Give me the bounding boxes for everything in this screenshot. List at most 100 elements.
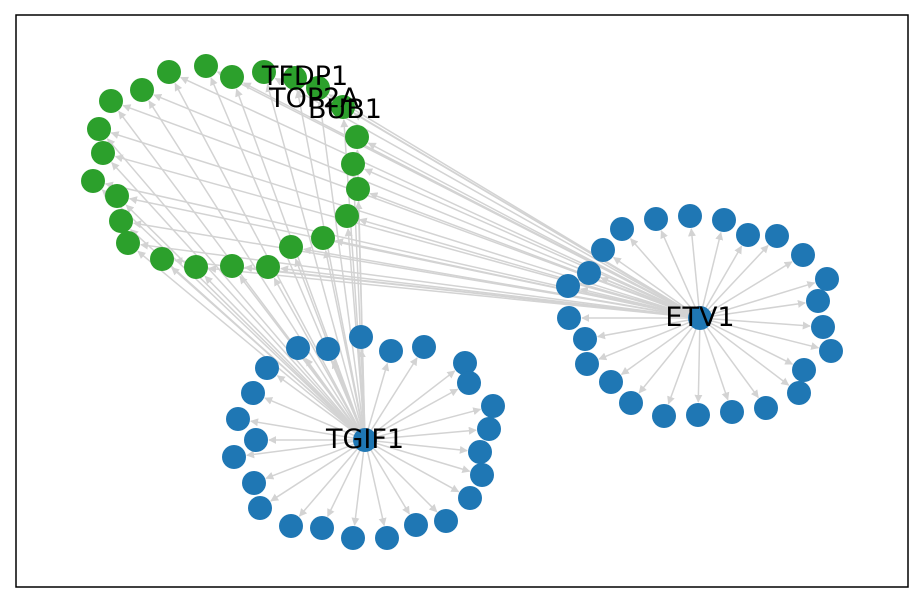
tgif1-target-node[interactable] (375, 526, 399, 550)
etv1-target-node[interactable] (591, 238, 615, 262)
shared-target-node[interactable] (99, 89, 123, 113)
tgif1-target-node[interactable] (379, 339, 403, 363)
tgif1-target-node[interactable] (242, 471, 266, 495)
tgif1-target-node[interactable] (279, 514, 303, 538)
shared-target-node[interactable] (335, 204, 359, 228)
edges-layer (101, 71, 820, 527)
tgif1-target-node[interactable] (241, 381, 265, 405)
shared-target-node[interactable] (184, 255, 208, 279)
shared-target-node[interactable] (345, 125, 369, 149)
shared-target-node[interactable] (331, 95, 355, 119)
etv1-target-node[interactable] (652, 404, 676, 428)
tgif1-target-node[interactable] (349, 325, 373, 349)
shared-target-node[interactable] (194, 54, 218, 78)
tgif1-target-node[interactable] (341, 526, 365, 550)
etv1-target-node[interactable] (806, 289, 830, 313)
etv1-target-node[interactable] (792, 358, 816, 382)
etv1-target-node[interactable] (556, 274, 580, 298)
etv1-target-node[interactable] (712, 208, 736, 232)
tgif1-target-node[interactable] (470, 463, 494, 487)
shared-target-node[interactable] (279, 235, 303, 259)
etv1-target-node[interactable] (557, 306, 581, 330)
hub-node-tgif1[interactable] (353, 428, 377, 452)
tgif1-target-node[interactable] (286, 336, 310, 360)
edge-tgif1-target-6 (368, 388, 459, 439)
shared-target-node[interactable] (283, 66, 307, 90)
etv1-target-node[interactable] (644, 207, 668, 231)
shared-target-node[interactable] (150, 247, 174, 271)
shared-target-node[interactable] (306, 76, 330, 100)
edge-tgif1-target-7 (368, 407, 482, 440)
edge-tgif1-target-12 (367, 442, 438, 513)
etv1-target-node[interactable] (686, 403, 710, 427)
tgif1-target-node[interactable] (453, 351, 477, 375)
etv1-target-node[interactable] (791, 243, 815, 267)
etv1-target-node[interactable] (720, 400, 744, 424)
edge-tgif1-shared-15 (273, 277, 364, 437)
etv1-target-node[interactable] (678, 204, 702, 228)
etv1-target-node[interactable] (787, 381, 811, 405)
edge-etv1-shared-21 (367, 142, 697, 317)
tgif1-target-node[interactable] (458, 486, 482, 510)
shared-target-node[interactable] (116, 231, 140, 255)
shared-target-node[interactable] (311, 226, 335, 250)
shared-target-node[interactable] (252, 60, 276, 84)
tgif1-target-node[interactable] (468, 440, 492, 464)
tgif1-target-node[interactable] (434, 509, 458, 533)
edge-etv1-shared-7 (114, 154, 697, 318)
edge-etv1-shared-19 (369, 192, 697, 318)
edge-etv1-target-19 (598, 318, 697, 361)
tgif1-target-node[interactable] (248, 496, 272, 520)
tgif1-target-node[interactable] (244, 428, 268, 452)
shared-target-node[interactable] (130, 78, 154, 102)
tgif1-target-node[interactable] (255, 356, 279, 380)
tgif1-target-node[interactable] (310, 516, 334, 540)
etv1-target-node[interactable] (619, 391, 643, 415)
etv1-target-node[interactable] (811, 315, 835, 339)
nodes-layer (81, 54, 843, 550)
shared-target-node[interactable] (87, 117, 111, 141)
edge-etv1-shared-18 (358, 217, 697, 318)
edge-etv1-shared-1 (242, 82, 697, 317)
edge-tgif1-target-5 (367, 370, 456, 439)
tgif1-target-node[interactable] (412, 335, 436, 359)
node-label-bub1: BUB1 (308, 94, 382, 125)
tgif1-target-node[interactable] (477, 417, 501, 441)
etv1-target-node[interactable] (599, 370, 623, 394)
tgif1-target-node[interactable] (457, 371, 481, 395)
tgif1-target-node[interactable] (404, 513, 428, 537)
shared-target-node[interactable] (105, 184, 129, 208)
etv1-target-node[interactable] (577, 261, 601, 285)
edge-etv1-target-5 (702, 244, 769, 316)
shared-target-node[interactable] (256, 255, 280, 279)
edge-tgif1-target-15 (351, 443, 366, 526)
shared-target-node[interactable] (157, 60, 181, 84)
tgif1-target-node[interactable] (222, 445, 246, 469)
shared-target-node[interactable] (220, 254, 244, 278)
etv1-target-node[interactable] (819, 339, 843, 363)
etv1-target-node[interactable] (610, 217, 634, 241)
edge-etv1-target-3 (700, 231, 724, 315)
tgif1-target-node[interactable] (316, 337, 340, 361)
tgif1-target-node[interactable] (481, 394, 505, 418)
shared-target-node[interactable] (220, 65, 244, 89)
etv1-target-node[interactable] (765, 224, 789, 248)
etv1-target-node[interactable] (575, 352, 599, 376)
edge-tgif1-target-19 (265, 440, 362, 480)
tgif1-target-node[interactable] (226, 407, 250, 431)
edge-tgif1-target-22 (250, 418, 362, 441)
hub-node-etv1[interactable] (688, 306, 712, 330)
etv1-target-node[interactable] (573, 327, 597, 351)
etv1-target-node[interactable] (736, 223, 760, 247)
shared-target-node[interactable] (81, 169, 105, 193)
etv1-target-node[interactable] (754, 396, 778, 420)
edge-etv1-target-10 (703, 318, 820, 350)
edge-tgif1-target-23 (264, 397, 362, 440)
shared-target-node[interactable] (91, 141, 115, 165)
edge-tgif1-target-3 (365, 362, 390, 437)
shared-target-node[interactable] (341, 152, 365, 176)
shared-target-node[interactable] (346, 177, 370, 201)
edge-tgif1-target-16 (327, 443, 364, 518)
shared-target-node[interactable] (109, 209, 133, 233)
etv1-target-node[interactable] (815, 267, 839, 291)
